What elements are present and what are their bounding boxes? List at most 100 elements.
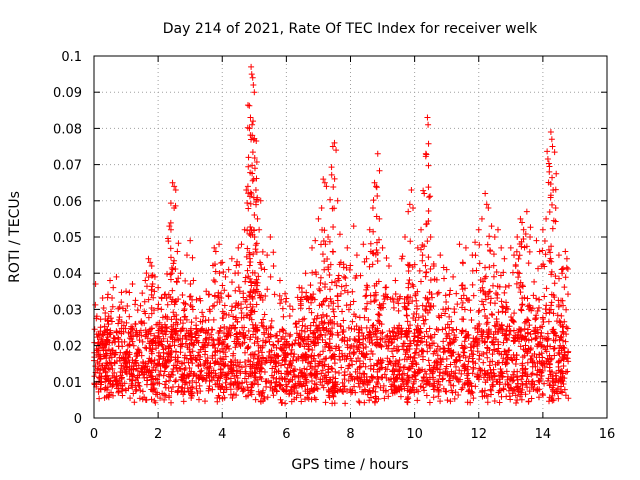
data-point bbox=[362, 387, 369, 394]
data-point bbox=[181, 306, 188, 313]
data-point bbox=[154, 360, 161, 367]
data-point bbox=[458, 282, 465, 289]
data-point bbox=[141, 364, 148, 371]
data-point bbox=[129, 281, 136, 288]
data-point bbox=[472, 239, 479, 246]
data-point bbox=[246, 292, 253, 299]
data-point bbox=[343, 264, 350, 271]
data-point bbox=[161, 368, 168, 375]
data-point bbox=[503, 299, 510, 306]
data-point bbox=[534, 326, 541, 333]
data-point bbox=[149, 367, 156, 374]
data-point bbox=[346, 362, 353, 369]
data-point bbox=[152, 366, 159, 373]
data-point bbox=[420, 187, 427, 194]
data-point bbox=[414, 370, 421, 377]
data-point bbox=[165, 238, 172, 245]
data-point bbox=[393, 347, 400, 354]
data-point bbox=[442, 388, 449, 395]
data-point bbox=[358, 324, 365, 331]
data-point bbox=[134, 346, 141, 353]
data-point bbox=[250, 250, 257, 257]
data-point bbox=[327, 261, 334, 268]
data-point bbox=[205, 291, 212, 298]
data-point bbox=[105, 313, 112, 320]
data-point bbox=[122, 350, 129, 357]
data-point bbox=[143, 331, 150, 338]
data-point bbox=[107, 277, 114, 284]
data-point bbox=[249, 321, 256, 328]
data-point bbox=[320, 384, 327, 391]
data-point bbox=[485, 288, 492, 295]
data-point bbox=[150, 307, 157, 314]
data-point bbox=[328, 279, 335, 286]
data-point bbox=[442, 310, 449, 317]
data-point bbox=[306, 305, 313, 312]
data-point bbox=[554, 385, 561, 392]
data-point bbox=[376, 167, 383, 174]
data-point bbox=[311, 342, 318, 349]
data-point bbox=[328, 171, 335, 178]
data-point bbox=[186, 332, 193, 339]
data-point bbox=[483, 201, 490, 208]
data-point bbox=[369, 261, 376, 268]
data-point bbox=[253, 240, 260, 247]
data-point bbox=[397, 393, 404, 400]
data-point bbox=[318, 314, 325, 321]
data-point bbox=[440, 264, 447, 271]
data-point bbox=[347, 262, 354, 269]
data-point bbox=[424, 114, 431, 121]
y-tick-label: 0.05 bbox=[53, 231, 82, 246]
data-point bbox=[496, 325, 503, 332]
data-point bbox=[188, 319, 195, 326]
data-point bbox=[555, 252, 562, 259]
data-point bbox=[209, 386, 216, 393]
data-point bbox=[334, 293, 341, 300]
data-point bbox=[492, 361, 499, 368]
data-point bbox=[414, 397, 421, 404]
data-point bbox=[395, 307, 402, 314]
data-point bbox=[461, 338, 468, 345]
data-point bbox=[206, 363, 213, 370]
data-point bbox=[220, 268, 227, 275]
data-point bbox=[364, 300, 371, 307]
data-point bbox=[427, 334, 434, 341]
data-point bbox=[560, 302, 567, 309]
data-point bbox=[370, 228, 377, 235]
data-point bbox=[562, 392, 569, 399]
data-point bbox=[348, 343, 355, 350]
data-point bbox=[193, 379, 200, 386]
data-point bbox=[320, 237, 327, 244]
data-point bbox=[243, 312, 250, 319]
data-point bbox=[219, 282, 226, 289]
data-point bbox=[135, 379, 142, 386]
data-point bbox=[370, 374, 377, 381]
data-point bbox=[137, 387, 144, 394]
data-point bbox=[301, 365, 308, 372]
data-point bbox=[148, 376, 155, 383]
x-tick-label: 2 bbox=[154, 427, 162, 442]
data-point bbox=[196, 295, 203, 302]
data-point bbox=[427, 367, 434, 374]
data-point bbox=[458, 386, 465, 393]
data-point bbox=[382, 339, 389, 346]
data-point bbox=[167, 200, 174, 207]
data-point bbox=[123, 319, 130, 326]
data-point bbox=[254, 215, 261, 222]
data-point bbox=[109, 365, 116, 372]
data-point bbox=[367, 292, 374, 299]
data-point bbox=[103, 350, 110, 357]
data-point bbox=[172, 378, 179, 385]
data-point bbox=[330, 308, 337, 315]
data-point bbox=[253, 175, 260, 182]
data-point bbox=[249, 74, 256, 81]
data-point bbox=[356, 364, 363, 371]
data-point bbox=[444, 321, 451, 328]
data-point bbox=[511, 252, 518, 259]
data-point bbox=[344, 341, 351, 348]
data-point bbox=[448, 352, 455, 359]
data-point bbox=[547, 343, 554, 350]
data-point bbox=[370, 384, 377, 391]
data-point bbox=[437, 252, 444, 259]
data-point bbox=[363, 255, 370, 262]
